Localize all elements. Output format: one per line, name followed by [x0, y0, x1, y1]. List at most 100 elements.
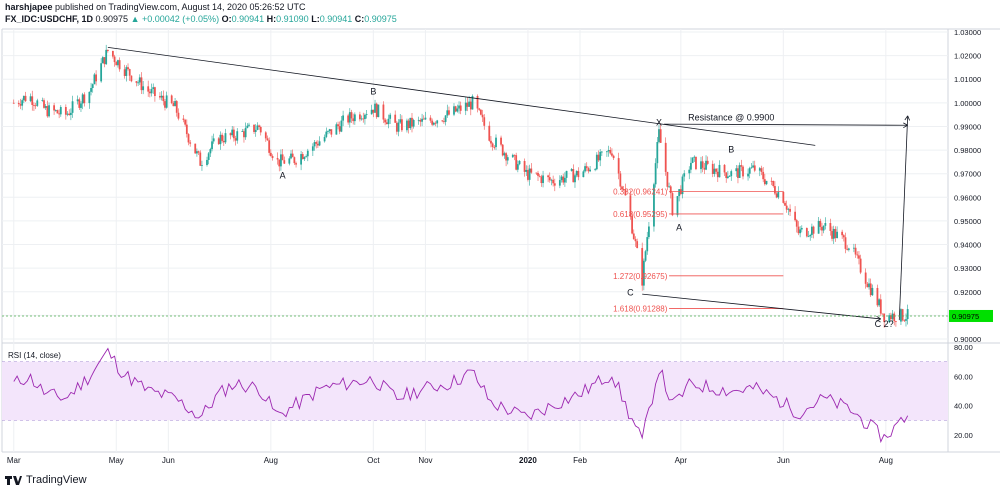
candle-body: [642, 260, 645, 286]
candle-body: [595, 154, 598, 170]
candle-body: [617, 158, 620, 174]
candle-body: [125, 67, 128, 76]
candle-body: [785, 205, 788, 210]
candle-body: [518, 160, 521, 165]
candle-body: [111, 50, 114, 57]
rsi-tick-label: 40.00: [954, 402, 973, 411]
candle-body: [787, 208, 790, 210]
candle-body: [829, 223, 832, 231]
candle-body: [762, 171, 765, 180]
candle-body: [187, 134, 190, 143]
candle-body: [80, 103, 82, 108]
candle-body: [799, 229, 802, 234]
candle-body: [140, 77, 143, 91]
candle-body: [399, 119, 402, 123]
candle-body: [491, 143, 494, 147]
candle-body: [387, 118, 390, 125]
candle-body: [377, 104, 380, 118]
candle-body: [528, 168, 531, 180]
candle-body: [794, 211, 796, 221]
candle-body: [409, 117, 412, 129]
current-price-tag: [949, 309, 993, 322]
candle-body: [726, 176, 729, 178]
candle-body: [411, 117, 413, 127]
candle-body: [58, 113, 61, 115]
tradingview-logo-icon[interactable]: [4, 474, 22, 486]
time-tick-label: Apr: [675, 456, 688, 465]
candle-body: [777, 191, 780, 198]
candle-body: [431, 120, 434, 125]
candle-body: [401, 119, 403, 131]
candle-body: [558, 180, 561, 186]
candle-body: [313, 142, 316, 147]
candle-body: [582, 171, 585, 178]
candle-body: [634, 239, 637, 242]
candle-body: [458, 105, 460, 109]
candle-body: [154, 87, 156, 97]
candle-body: [622, 189, 625, 190]
candle-body: [165, 95, 168, 108]
candle-body: [258, 125, 260, 127]
candle-body: [864, 272, 867, 284]
wave-annotation: B: [728, 144, 734, 154]
time-tick-label: May: [109, 456, 124, 465]
symbol-label[interactable]: FX_IDC:USDCHF, 1D: [5, 14, 94, 24]
candle-body: [876, 287, 879, 306]
candle-body: [683, 173, 686, 177]
candle-body: [446, 110, 449, 116]
candle-body: [150, 89, 153, 94]
target-arrowhead: [876, 315, 881, 322]
candle-body: [207, 153, 210, 160]
candle-body: [138, 77, 141, 83]
high-value: 0.91090: [276, 14, 309, 24]
time-tick-label: Mar: [7, 456, 21, 465]
brand-name[interactable]: TradingView: [26, 474, 87, 486]
candle-body: [372, 109, 375, 113]
candle-body: [723, 164, 726, 173]
candle-body: [288, 158, 291, 164]
candle-body: [570, 169, 573, 171]
candle-body: [653, 184, 655, 227]
candle-body: [547, 175, 549, 178]
candle-body: [159, 96, 161, 98]
candle-body: [513, 154, 516, 156]
rsi-tick-label: 20.00: [954, 431, 973, 440]
candle-body: [256, 125, 259, 130]
candle-body: [315, 142, 318, 144]
candle-body: [883, 313, 886, 322]
candle-body: [478, 108, 481, 110]
candle-body: [718, 164, 721, 178]
time-tick-label: Oct: [367, 456, 380, 465]
candle-body: [268, 140, 271, 153]
candle-body: [737, 168, 739, 178]
candle-body: [325, 131, 328, 137]
candle-body: [782, 191, 785, 203]
candle-body: [552, 179, 555, 184]
candle-body: [83, 94, 86, 104]
candle-body: [753, 165, 756, 171]
candle-body: [716, 171, 719, 178]
candle-body: [328, 129, 331, 131]
candle-body: [395, 122, 398, 132]
open-value: 0.90941: [231, 14, 265, 24]
candle-body: [441, 120, 444, 122]
candle-body: [659, 129, 662, 143]
candle-body: [293, 157, 296, 164]
candle-body: [306, 150, 309, 157]
publish-info: published on TradingView.com, August 14,…: [55, 2, 306, 12]
author-name[interactable]: harshjapee: [5, 2, 53, 12]
candle-body: [194, 143, 197, 154]
candle-body: [106, 49, 109, 51]
candle-body: [706, 160, 709, 164]
candle-body: [454, 106, 457, 112]
candle-body: [619, 173, 622, 187]
candle-body: [342, 115, 344, 121]
candle-body: [64, 107, 67, 115]
candle-body: [624, 189, 627, 196]
candle-body: [201, 165, 203, 166]
wave-annotation: C: [627, 287, 634, 297]
candle-body: [397, 122, 400, 132]
candle-body: [78, 99, 81, 108]
candle-body: [612, 155, 615, 159]
